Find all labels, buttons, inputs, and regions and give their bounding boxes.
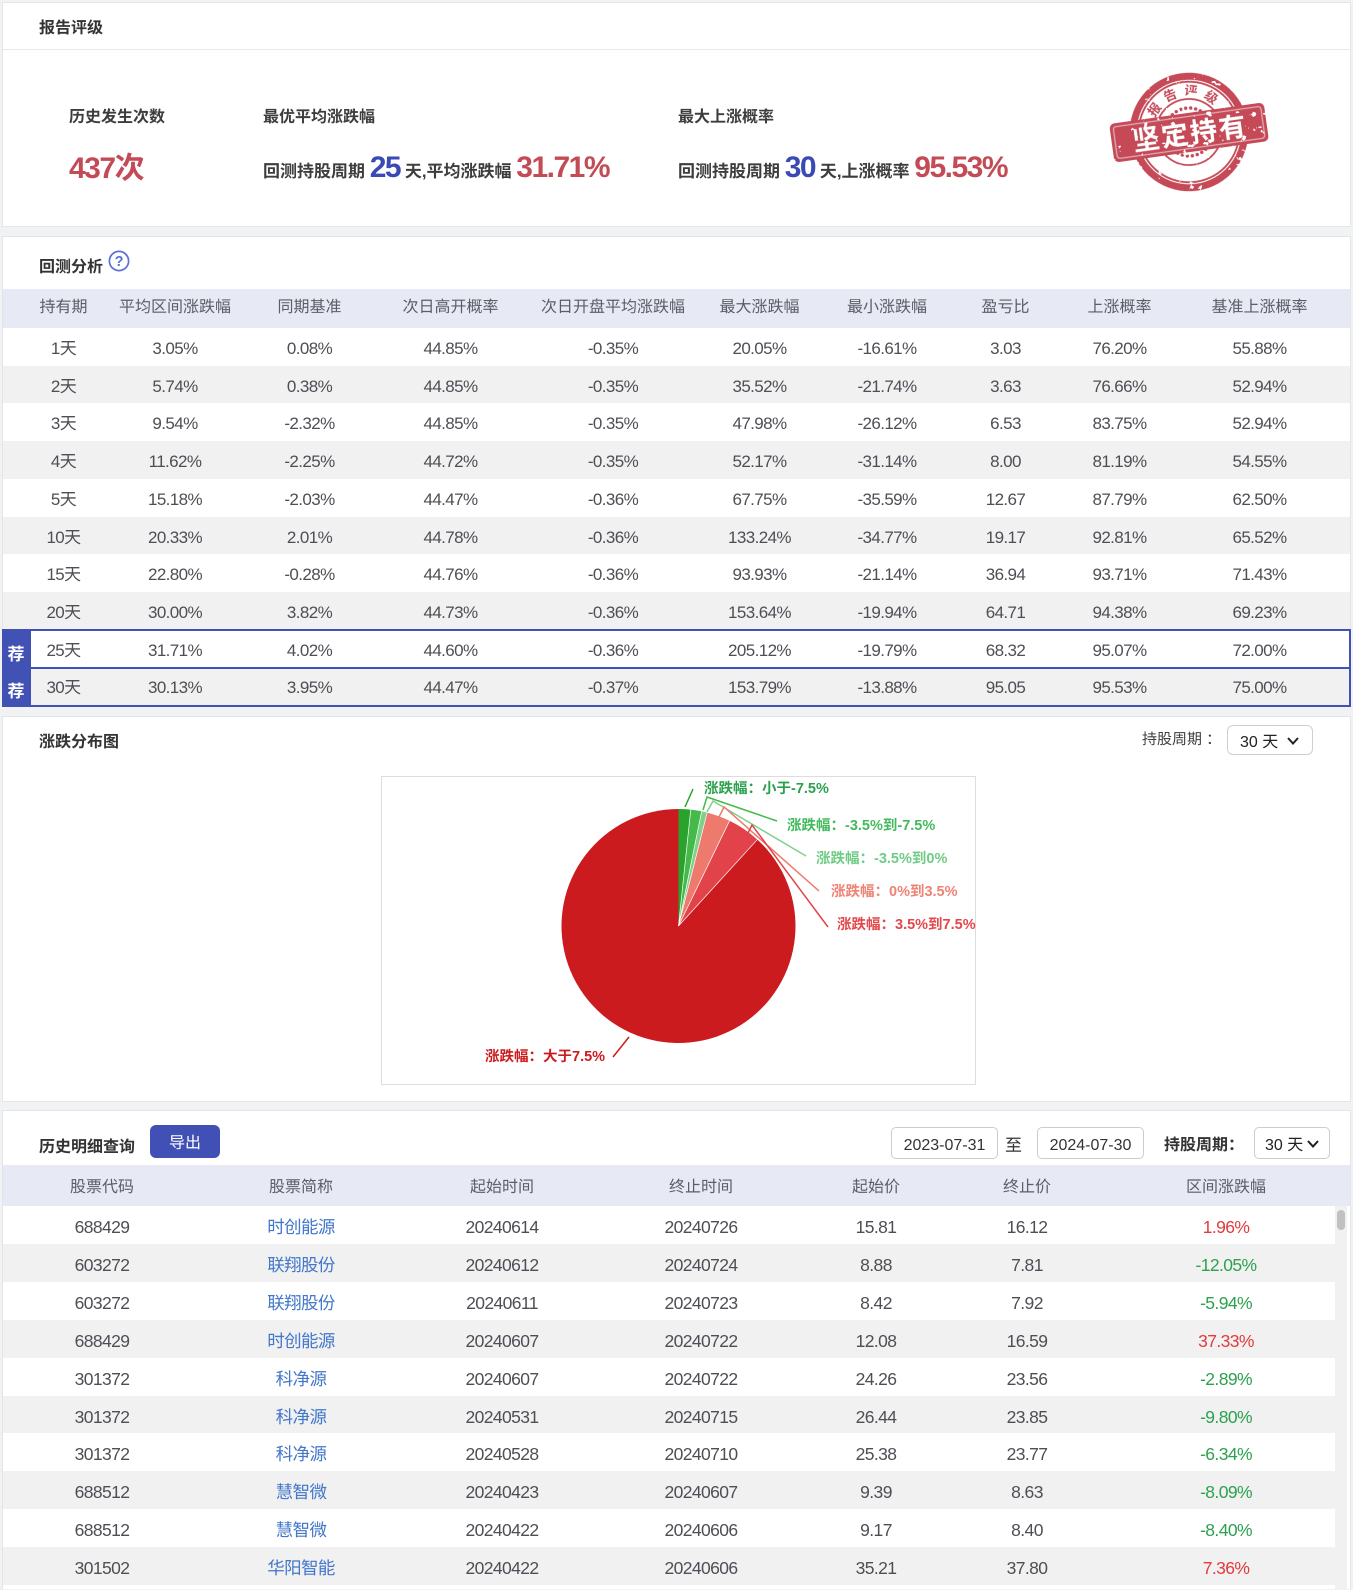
svg-text:?: ? [115,250,124,271]
